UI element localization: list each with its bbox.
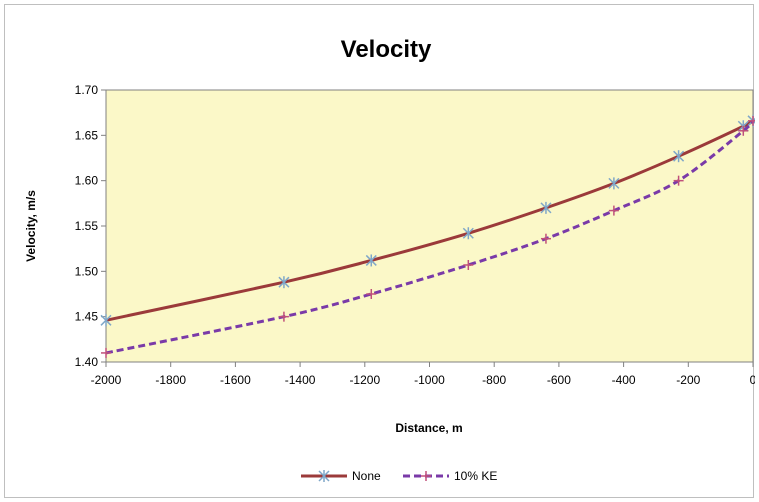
x-axis-label: Distance, m — [395, 421, 462, 435]
data-point — [463, 259, 474, 270]
plot-area — [105, 89, 754, 363]
x-tick-label: -1200 — [349, 373, 380, 387]
x-tick-label: -200 — [676, 373, 700, 387]
chart-frame: Velocity 1.40 1.45 1.50 1.55 1.60 1.65 1.70 -2… — [4, 4, 755, 498]
x-tick-label: -1800 — [155, 373, 186, 387]
x-axis-ticks: -2000 -1800 -1600 -1400 -1200 -1000 -800 -600 -4… — [91, 362, 755, 387]
x-tick-label: -600 — [547, 373, 571, 387]
y-tick-label: 1.40 — [75, 355, 99, 369]
y-tick-label: 1.50 — [75, 264, 99, 278]
data-point — [365, 254, 377, 267]
y-tick-label: 1.65 — [75, 128, 99, 142]
y-axis-ticks: 1.40 1.45 1.50 1.55 1.60 1.65 1.70 — [75, 83, 106, 369]
series-group — [100, 114, 755, 358]
data-point — [101, 347, 111, 358]
data-point — [100, 314, 112, 327]
data-point — [278, 276, 290, 289]
data-point — [366, 289, 377, 299]
series-10pct-ke — [101, 115, 755, 358]
legend-item: None — [301, 469, 381, 483]
data-point — [540, 233, 551, 244]
chart-title: Velocity — [341, 36, 432, 63]
data-point — [748, 115, 755, 126]
y-axis-label: Velocity, m/s — [24, 190, 38, 262]
y-tick-label: 1.45 — [75, 310, 99, 324]
legend-label: None — [352, 469, 381, 483]
legend-label: 10% KE — [454, 469, 497, 483]
data-point — [673, 175, 684, 186]
data-point — [540, 201, 552, 214]
legend-item: 10% KE — [403, 469, 497, 483]
data-point — [608, 205, 619, 216]
x-tick-label: -1600 — [220, 373, 251, 387]
data-point — [673, 150, 685, 163]
data-point — [608, 177, 620, 190]
data-point — [278, 311, 289, 322]
legend: None 10% KE — [301, 469, 497, 483]
data-point — [462, 227, 474, 240]
x-tick-label: -400 — [612, 373, 636, 387]
velocity-chart: Velocity 1.40 1.45 1.50 1.55 1.60 1.65 1.70 -2… — [24, 36, 755, 483]
x-tick-label: 0 — [750, 373, 755, 387]
x-tick-label: -800 — [482, 373, 506, 387]
y-tick-label: 1.70 — [75, 83, 99, 97]
x-tick-label: -1400 — [285, 373, 316, 387]
x-tick-label: -2000 — [91, 373, 122, 387]
y-tick-label: 1.55 — [75, 219, 99, 233]
data-point — [738, 125, 749, 136]
y-tick-label: 1.60 — [75, 174, 99, 188]
x-tick-label: -1000 — [414, 373, 445, 387]
